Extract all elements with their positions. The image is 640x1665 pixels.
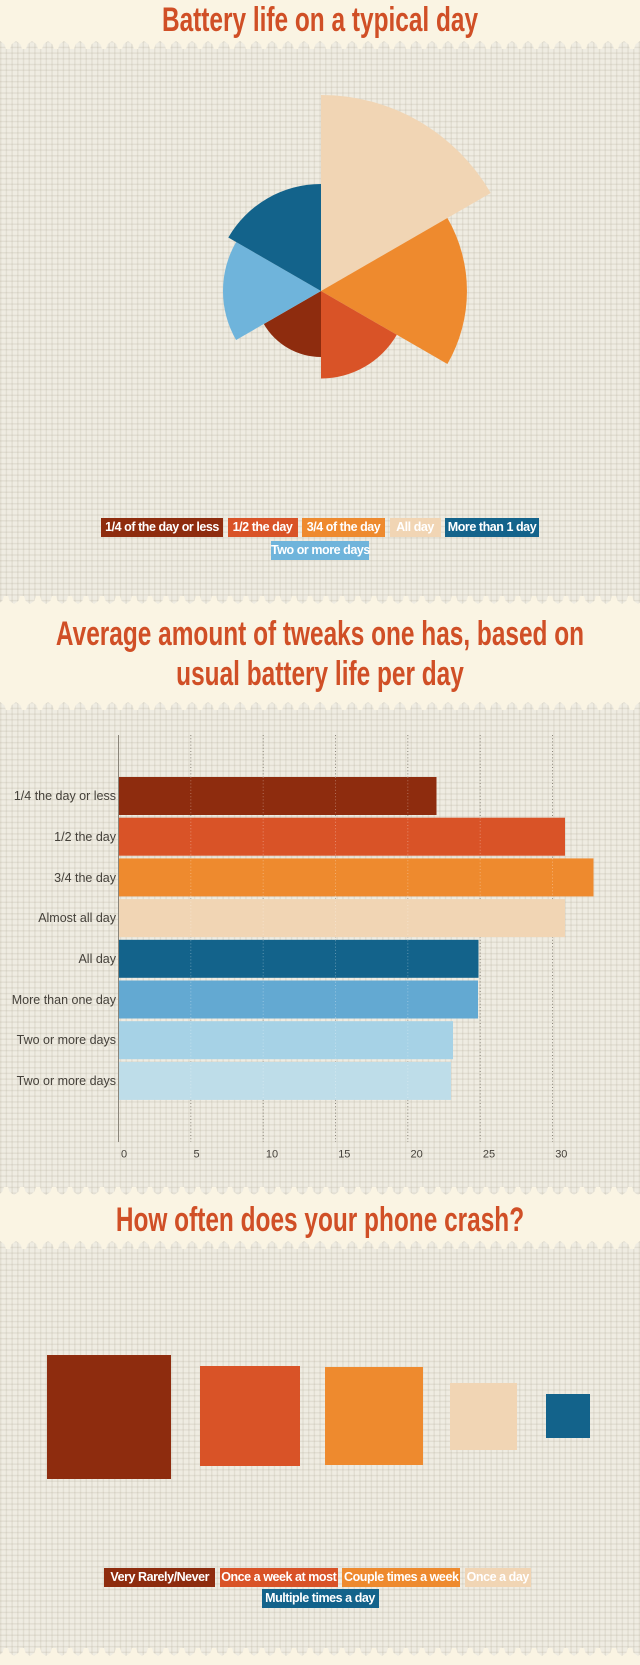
svg-text:1/2 the day: 1/2 the day bbox=[54, 830, 117, 844]
svg-text:Two or more days: Two or more days bbox=[17, 1074, 116, 1088]
svg-text:0: 0 bbox=[121, 1149, 127, 1161]
svg-text:Two or more days: Two or more days bbox=[17, 1033, 116, 1047]
svg-text:25: 25 bbox=[483, 1149, 495, 1161]
svg-text:20: 20 bbox=[411, 1149, 423, 1161]
svg-text:Almost all day: Almost all day bbox=[38, 911, 117, 925]
svg-text:30: 30 bbox=[555, 1149, 567, 1161]
svg-text:10: 10 bbox=[266, 1149, 278, 1161]
svg-text:More than one day: More than one day bbox=[12, 993, 117, 1007]
svg-text:5: 5 bbox=[194, 1149, 200, 1161]
svg-text:15: 15 bbox=[338, 1149, 350, 1161]
svg-text:All day: All day bbox=[78, 952, 116, 966]
svg-text:3/4 the day: 3/4 the day bbox=[54, 871, 117, 885]
svg-text:1/4 the day or less: 1/4 the day or less bbox=[14, 789, 116, 803]
